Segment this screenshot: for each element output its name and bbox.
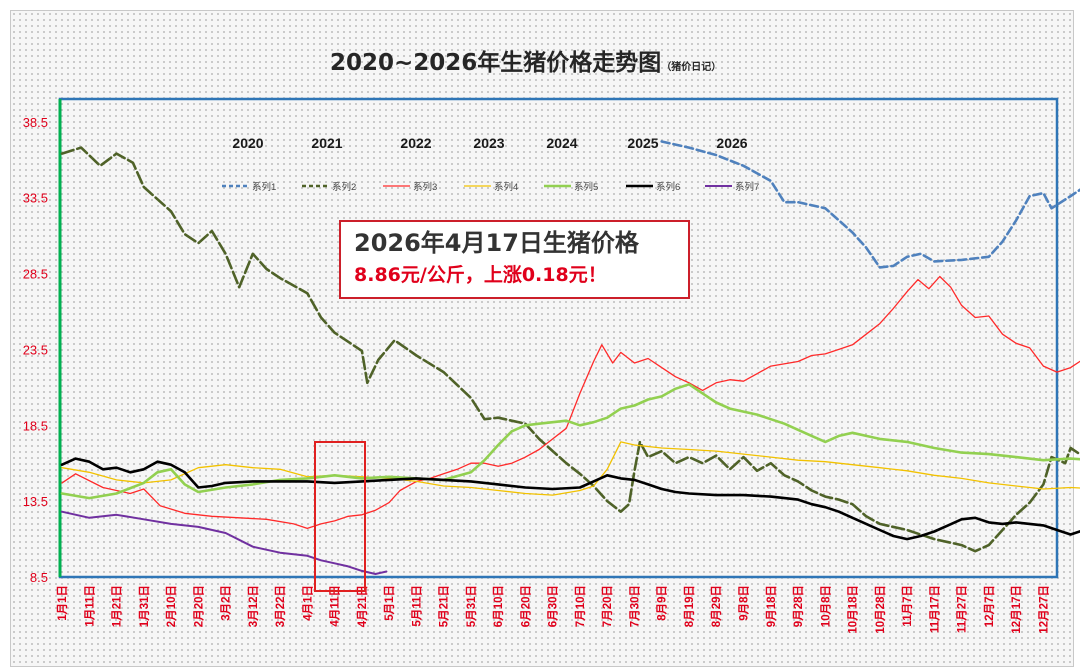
y-tick-label: 13.5 <box>23 494 48 509</box>
y-tick-label: 28.5 <box>23 267 48 282</box>
year-label: 2023 <box>473 135 504 151</box>
x-tick-label: 8月29日 <box>710 585 723 627</box>
callout-subtitle: 8.86元/公斤，上涨0.18元！ <box>354 264 607 286</box>
x-tick-label: 9月28日 <box>792 585 805 627</box>
x-tick-label: 7月10日 <box>574 585 587 627</box>
year-label: 2026 <box>716 135 747 151</box>
legend: 系列1 系列2 系列3 系列4 系列5 系列6 系列7 <box>222 181 759 193</box>
x-tick-label: 12月27日 <box>1037 585 1050 634</box>
highlight-box <box>314 441 366 592</box>
x-tick-label: 8月9日 <box>656 585 669 621</box>
x-tick-label: 12月7日 <box>983 585 996 627</box>
x-tick-label: 1月11日 <box>83 585 96 627</box>
chart-title-suffix: （猪价日记） <box>661 60 721 73</box>
x-tick-label: 6月10日 <box>492 585 505 627</box>
x-tick-label: 6月30日 <box>547 585 560 627</box>
x-tick-label: 11月17日 <box>928 585 941 633</box>
x-tick-label: 3月22日 <box>274 585 287 627</box>
x-tick-label: 1月21日 <box>111 585 124 627</box>
legend-label: 系列6 <box>656 181 680 193</box>
x-tick-label: 10月28日 <box>874 585 887 634</box>
x-tick-label: 11月27日 <box>956 585 969 633</box>
x-tick-label: 10月8日 <box>819 585 832 627</box>
x-tick-label: 5月1日 <box>383 585 396 621</box>
x-tick-label: 9月18日 <box>765 585 778 627</box>
price-callout: 2026年4月17日生猪价格 8.86元/公斤，上涨0.18元！ <box>339 220 690 299</box>
x-tick-label: 5月11日 <box>410 585 423 627</box>
series-line-5 <box>60 382 1080 500</box>
chart-frame <box>10 10 1074 667</box>
legend-label: 系列1 <box>252 181 276 193</box>
legend-label: 系列7 <box>735 181 759 193</box>
x-tick-label: 7月20日 <box>601 585 614 627</box>
y-tick-label: 38.5 <box>23 115 48 130</box>
year-label: 2025 <box>627 135 658 151</box>
callout-title: 2026年4月17日生猪价格 <box>354 229 639 257</box>
legend-label: 系列4 <box>494 181 518 193</box>
year-labels: 2020 2021 2022 2023 2024 2025 2026 <box>232 135 747 151</box>
x-tick-label: 2月20日 <box>192 585 205 627</box>
y-tick-label: 23.5 <box>23 342 48 357</box>
series-line-2 <box>60 146 1080 553</box>
legend-label: 系列5 <box>574 181 598 193</box>
series-lines <box>60 140 1080 575</box>
y-tick-label: 8.5 <box>30 570 48 585</box>
x-tick-label: 3月12日 <box>247 585 260 627</box>
series-line-4 <box>61 441 1080 496</box>
year-label: 2022 <box>400 135 431 151</box>
legend-label: 系列3 <box>413 181 437 193</box>
x-tick-label: 1月1日 <box>56 585 69 621</box>
x-tick-label: 3月2日 <box>220 585 233 621</box>
series-line-1 <box>660 140 1080 269</box>
x-tick-label: 6月20日 <box>519 585 532 627</box>
x-tick-label: 10月18日 <box>847 585 860 634</box>
series-line-7 <box>61 510 388 575</box>
x-tick-label: 11月7日 <box>901 585 914 627</box>
x-tick-label: 2月10日 <box>165 585 178 627</box>
y-tick-label: 18.5 <box>23 418 48 433</box>
x-tick-label: 7月30日 <box>628 585 641 627</box>
x-axis-ticks: 1月1日 1月11日 1月21日 1月31日 2月10日 2月20日 3月2日 3月12日 3月… <box>56 585 1050 634</box>
year-label: 2020 <box>232 135 263 151</box>
x-tick-label: 4月1日 <box>301 585 314 621</box>
series-line-6 <box>60 457 1080 541</box>
x-tick-label: 4月11日 <box>329 585 342 627</box>
legend-label: 系列2 <box>332 181 356 193</box>
x-tick-label: 5月21日 <box>438 585 451 627</box>
year-label: 2021 <box>311 135 342 151</box>
x-tick-label: 5月31日 <box>465 585 478 627</box>
year-label: 2024 <box>546 135 577 151</box>
y-tick-label: 33.5 <box>23 191 48 206</box>
x-tick-label: 8月19日 <box>683 585 696 627</box>
x-tick-label: 9月8日 <box>738 585 751 621</box>
x-tick-label: 12月17日 <box>1010 585 1023 634</box>
y-axis-ticks: 38.5 33.5 28.5 23.5 18.5 13.5 8.5 <box>23 115 48 585</box>
x-tick-label: 1月31日 <box>138 585 151 627</box>
series-line-3 <box>61 275 1080 530</box>
plot-area <box>58 97 1059 579</box>
x-tick-label: 4月21日 <box>356 585 369 627</box>
chart-title: 2020~2026年生猪价格走势图（猪价日记） <box>330 49 721 76</box>
